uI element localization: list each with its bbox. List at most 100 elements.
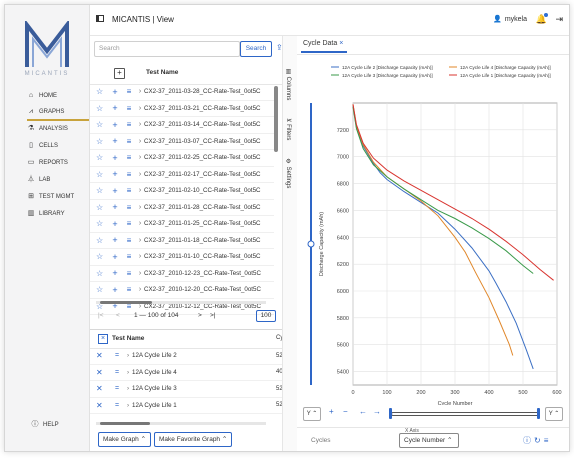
list-item[interactable]: ☆ + ≡ › CX2-37_2011-03-07_CC-Rate-Test_0ot5C — [90, 134, 274, 150]
star-icon[interactable]: ☆ — [96, 103, 104, 113]
chevron-right-icon[interactable]: › — [138, 170, 142, 178]
star-icon[interactable]: ☆ — [96, 285, 104, 295]
drag-handle-icon[interactable]: = — [114, 368, 120, 376]
make-graph-button[interactable]: Make Graph ⌃ — [98, 432, 152, 447]
nav-graphs[interactable]: ⩘ GRAPHS — [27, 106, 64, 118]
chevron-right-icon[interactable]: › — [138, 253, 142, 261]
drag-handle-icon[interactable]: = — [114, 352, 120, 360]
range-handle-end[interactable] — [537, 408, 540, 419]
chevron-right-icon[interactable]: › — [138, 104, 142, 112]
add-icon[interactable]: + — [112, 119, 118, 130]
menu-icon[interactable]: ≡ — [126, 186, 132, 196]
x-axis-select[interactable]: Cycle Number ⌃ — [399, 433, 459, 448]
test-name-column[interactable]: Test Name — [146, 69, 179, 76]
add-icon[interactable]: + — [112, 235, 118, 246]
nav-lab[interactable]: ⏃ LAB — [27, 174, 51, 186]
star-icon[interactable]: ☆ — [96, 153, 104, 163]
pan-right-icon[interactable]: → — [373, 407, 381, 416]
drag-handle-icon[interactable]: = — [114, 385, 120, 393]
nav-analysis[interactable]: ⚗ ANALYSIS — [27, 123, 68, 135]
star-icon[interactable]: ☆ — [96, 301, 104, 311]
add-icon[interactable]: + — [112, 301, 118, 312]
chevron-right-icon[interactable]: › — [138, 203, 142, 211]
star-icon[interactable]: ☆ — [96, 202, 104, 212]
chevron-right-icon[interactable]: › — [138, 137, 142, 145]
page-size-select[interactable]: 100 — [256, 310, 276, 322]
upload-icon[interactable]: ⇪ — [276, 43, 283, 52]
cycles-input[interactable]: Cycles — [311, 437, 331, 444]
zoom-in-icon[interactable]: + — [329, 407, 334, 416]
nav-help[interactable]: ⓘ HELP — [31, 419, 59, 431]
list-item[interactable]: ☆ + ≡ › CX2-37_2011-03-14_CC-Rate-Test_0ot5C — [90, 117, 274, 134]
search-input[interactable]: Search — [94, 41, 240, 57]
chevron-right-icon[interactable]: › — [138, 302, 142, 310]
last-page-button[interactable]: >| — [210, 312, 216, 319]
add-icon[interactable]: + — [112, 218, 118, 229]
drag-handle-icon[interactable]: = — [114, 401, 120, 409]
add-icon[interactable]: + — [112, 103, 118, 114]
chevron-right-icon[interactable]: › — [138, 220, 142, 228]
list-item[interactable]: ☆ + ≡ › CX2-37_2010-12-12_CC-Rate-Test_0ot5C — [90, 299, 274, 315]
y-axis-right-select[interactable]: Y ⌃ — [545, 407, 563, 421]
chevron-right-icon[interactable]: › — [126, 385, 130, 393]
add-icon[interactable]: + — [112, 185, 118, 196]
list-item[interactable]: ☆ + ≡ › CX2-37_2011-01-25_CC-Rate-Test_0ot5C — [90, 216, 274, 233]
nav-library[interactable]: ▥ LIBRARY — [27, 208, 65, 220]
list-item[interactable]: ☆ + ≡ › CX2-37_2010-12-23_CC-Rate-Test_0ot5C — [90, 266, 274, 282]
list-item[interactable]: ✕ = › 12A Cycle Life 3 52 — [90, 381, 283, 398]
vertical-scrollbar[interactable] — [274, 86, 278, 152]
star-icon[interactable]: ☆ — [96, 87, 104, 97]
remove-icon[interactable]: ✕ — [96, 351, 103, 361]
bell-icon[interactable]: 🔔 — [535, 14, 547, 24]
first-page-button[interactable]: |< — [98, 312, 104, 319]
list-item[interactable]: ☆ + ≡ › CX2-37_2010-12-20_CC-Rate-Test_0ot5C — [90, 282, 274, 299]
list-item[interactable]: ☆ + ≡ › CX2-37_2011-02-25_CC-Rate-Test_0ot5C — [90, 150, 274, 167]
list-item[interactable]: ✕ = › 12A Cycle Life 1 52 — [90, 398, 283, 414]
menu-icon[interactable]: ≡ — [126, 285, 132, 295]
scroll-thumb[interactable] — [100, 422, 150, 425]
add-icon[interactable]: + — [112, 152, 118, 163]
horizontal-scrollbar[interactable] — [96, 301, 266, 304]
chevron-right-icon[interactable]: › — [126, 401, 130, 409]
add-icon[interactable]: + — [112, 169, 118, 180]
chevron-right-icon[interactable]: › — [126, 368, 130, 376]
user-menu[interactable]: 👤 mykela — [493, 15, 527, 24]
nav-reports[interactable]: ▭ REPORTS — [27, 157, 68, 169]
list-item[interactable]: ✕ = › 12A Cycle Life 2 52 — [90, 348, 283, 365]
refresh-icon[interactable]: ↻ — [534, 436, 544, 445]
tab-settings[interactable]: ⚙ Settings — [285, 158, 292, 188]
menu-icon[interactable]: ≡ — [126, 268, 132, 278]
next-page-button[interactable]: > — [198, 312, 202, 319]
logout-icon[interactable]: ⇥ — [555, 14, 563, 24]
list-item[interactable]: ☆ + ≡ › CX2-37_2011-02-10_CC-Rate-Test_0ot5C — [90, 183, 274, 200]
chevron-right-icon[interactable]: › — [138, 286, 142, 294]
list-item[interactable]: ☆ + ≡ › CX2-37_2011-01-28_CC-Rate-Test_0ot5C — [90, 200, 274, 216]
menu-icon[interactable]: ≡ — [126, 202, 132, 212]
star-icon[interactable]: ☆ — [96, 268, 104, 278]
make-favorite-graph-button[interactable]: Make Favorite Graph ⌃ — [154, 432, 233, 447]
menu-icon[interactable]: ≡ — [126, 153, 132, 163]
search-button[interactable]: Search — [240, 41, 272, 57]
chevron-right-icon[interactable]: › — [138, 269, 142, 277]
scroll-thumb[interactable] — [100, 301, 152, 304]
add-icon[interactable]: + — [112, 86, 118, 97]
selected-scrollbar[interactable] — [96, 422, 266, 425]
menu-icon[interactable]: ≡ — [126, 301, 132, 311]
nav-home[interactable]: ⌂ HOME — [27, 90, 57, 102]
menu-icon[interactable]: ≡ — [126, 136, 132, 146]
info-icon[interactable]: ⓘ — [523, 436, 534, 445]
tab-filters[interactable]: ⊻ Filters — [285, 118, 292, 140]
add-icon[interactable]: + — [112, 202, 118, 213]
menu-icon[interactable]: ≡ — [126, 120, 132, 130]
star-icon[interactable]: ☆ — [96, 136, 104, 146]
star-icon[interactable]: ☆ — [96, 219, 104, 229]
star-icon[interactable]: ☆ — [96, 186, 104, 196]
menu-icon[interactable]: ≡ — [126, 235, 132, 245]
list-item[interactable]: ☆ + ≡ › CX2-37_2011-01-18_CC-Rate-Test_0ot5C — [90, 233, 274, 249]
list-item[interactable]: ☆ + ≡ › CX2-37_2011-03-21_CC-Rate-Test_0ot5C — [90, 101, 274, 117]
tab-cycle-data[interactable]: Cycle Data × — [303, 40, 343, 47]
prev-page-button[interactable]: < — [116, 312, 120, 319]
add-icon[interactable]: + — [112, 268, 118, 279]
menu-icon[interactable]: ≡ — [126, 169, 132, 179]
remove-icon[interactable]: ✕ — [96, 367, 103, 377]
